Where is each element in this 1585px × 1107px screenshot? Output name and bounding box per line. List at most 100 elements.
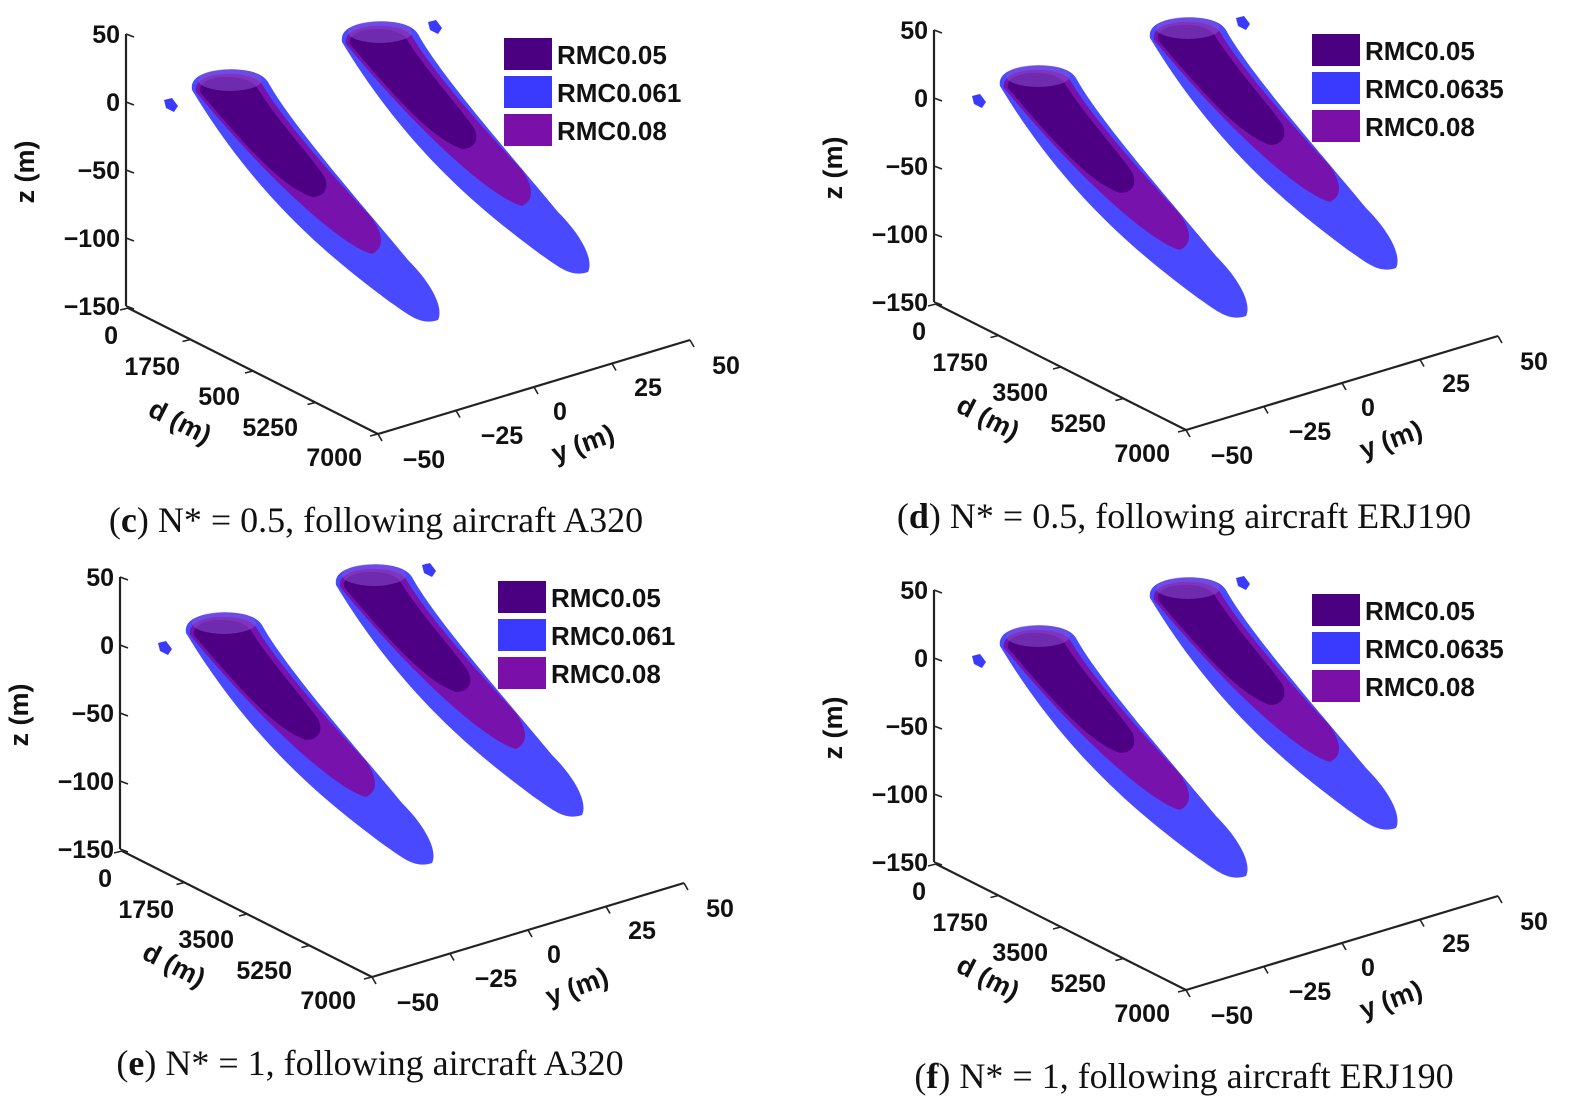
- caption-text: N* = 1, following aircraft A320: [156, 1043, 623, 1083]
- z-tick-mark: [933, 793, 943, 798]
- z-tick-label: 0: [106, 89, 120, 117]
- z-tick-label: 0: [914, 85, 928, 113]
- z-tick-mark: [933, 725, 943, 730]
- y-tick-mark: [377, 433, 383, 442]
- y-tick-mark: [605, 906, 611, 914]
- legend-entry: RMC0.05: [1365, 36, 1475, 66]
- d-tick-label: 1750: [932, 909, 988, 937]
- z-tick-mark: [933, 97, 943, 102]
- d-tick-mark: [1115, 957, 1124, 962]
- y-tick-label: 25: [634, 374, 662, 402]
- caption-text: N* = 0.5, following aircraft A320: [149, 500, 643, 540]
- small-blob-1: [972, 94, 986, 108]
- plume-surfaces: [158, 563, 584, 865]
- small-blob-2: [1236, 16, 1250, 30]
- z-tick-label: −100: [872, 221, 928, 249]
- plume-surfaces: [164, 20, 590, 322]
- legend: RMC0.05 RMC0.0635 RMC0.08: [1312, 34, 1504, 142]
- plume-surfaces: [972, 576, 1398, 878]
- d-tick-mark: [182, 338, 191, 343]
- y-tick-mark: [449, 953, 455, 961]
- z-tick-label: −100: [872, 781, 928, 809]
- z-axis-label: z (m): [10, 141, 40, 204]
- z-tick-mark: [933, 165, 943, 170]
- d-tick-label: 7000: [1114, 440, 1170, 468]
- z-tick-label: 50: [86, 564, 114, 592]
- legend-swatch: [1312, 110, 1360, 142]
- legend-swatch: [498, 619, 546, 651]
- z-axis-label: z (m): [4, 684, 34, 747]
- y-tick-label: 50: [712, 352, 740, 380]
- wake-plume-1: [191, 69, 440, 322]
- y-tick-mark: [683, 882, 689, 891]
- z-tick-mark: [119, 780, 129, 785]
- y-tick-label: 50: [706, 895, 734, 923]
- z-axis-label: z (m): [818, 137, 848, 200]
- legend: RMC0.05 RMC0.061 RMC0.08: [498, 581, 675, 689]
- legend-entry: RMC0.08: [1365, 672, 1475, 702]
- d-tick-mark: [244, 370, 254, 374]
- legend-entry: RMC0.08: [551, 659, 661, 689]
- d-tick-label: 3500: [992, 939, 1048, 967]
- y-tick-label: 25: [1442, 370, 1470, 398]
- caption-close-paren: ): [929, 496, 941, 536]
- wake-plume-1: [999, 625, 1248, 878]
- d-tick-label: 0: [912, 878, 926, 906]
- legend-swatch: [498, 657, 546, 689]
- d-tick-mark: [1115, 397, 1124, 402]
- y-tick-mark: [611, 363, 617, 371]
- z-tick-mark: [933, 301, 943, 306]
- z-tick-label: −50: [72, 700, 114, 728]
- d-tick-mark: [927, 303, 937, 307]
- small-blob-2: [422, 563, 436, 577]
- z-tick-label: −50: [886, 153, 928, 181]
- y-tick-mark: [1497, 895, 1503, 904]
- d-tick-label: 1750: [124, 353, 180, 381]
- y-tick-mark: [1419, 359, 1425, 367]
- y-tick-label: −25: [1289, 418, 1332, 446]
- legend-entry: RMC0.061: [557, 78, 681, 108]
- y-tick-mark: [1185, 989, 1191, 998]
- z-tick-mark: [933, 657, 943, 662]
- d-tick-label: 7000: [300, 987, 356, 1015]
- d-tick-label: 500: [198, 383, 240, 411]
- z-tick-mark: [933, 861, 943, 866]
- small-blob-1: [158, 641, 172, 655]
- d-tick-mark: [927, 863, 937, 867]
- isosurface-RMC0.05: [349, 28, 477, 149]
- y-tick-label: 50: [1520, 908, 1548, 936]
- y-tick-label: −25: [481, 422, 524, 450]
- d-tick-mark: [1052, 926, 1062, 930]
- d-tick-label: 3500: [992, 379, 1048, 407]
- caption-text: N* = 1, following aircraft ERJ190: [950, 1056, 1453, 1096]
- isosurface-RMC0.05: [1157, 24, 1285, 145]
- y-tick-label: −25: [475, 965, 518, 993]
- z-tick-label: 0: [100, 632, 114, 660]
- plume-cap: [192, 612, 256, 634]
- y-tick-mark: [1341, 382, 1347, 391]
- legend-entry: RMC0.061: [551, 621, 675, 651]
- z-tick-label: 50: [900, 577, 928, 605]
- legend: RMC0.05 RMC0.0635 RMC0.08: [1312, 594, 1504, 702]
- d-tick-label: 0: [912, 318, 926, 346]
- legend-swatch: [1312, 670, 1360, 702]
- z-axis-label: z (m): [818, 697, 848, 760]
- d-tick-mark: [1177, 429, 1187, 433]
- y-tick-mark: [371, 976, 377, 985]
- z-tick-mark: [933, 233, 943, 238]
- y-tick-label: −50: [397, 989, 439, 1017]
- z-tick-label: −100: [64, 225, 120, 253]
- z-tick-mark: [125, 237, 135, 242]
- caption-open-paren: (: [116, 1043, 128, 1083]
- legend-swatch: [1312, 594, 1360, 626]
- z-tick-mark: [933, 589, 943, 594]
- wake-plume-1: [185, 612, 434, 865]
- caption-open-paren: (: [897, 496, 909, 536]
- y-tick-label: 0: [547, 941, 561, 969]
- panel-caption: (f) N* = 1, following aircraft ERJ190: [914, 1056, 1453, 1096]
- caption-close-paren: ): [144, 1043, 156, 1083]
- caption-text: N* = 0.5, following aircraft ERJ190: [941, 496, 1471, 536]
